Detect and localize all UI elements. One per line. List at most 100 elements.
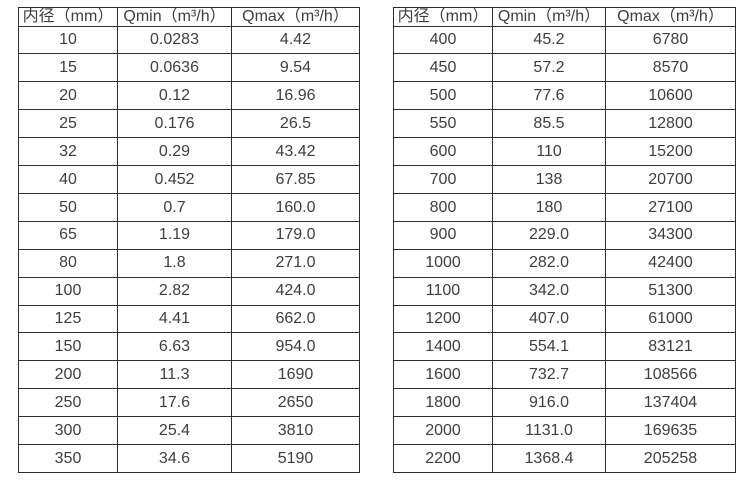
cell-qmin: 0.176 <box>117 109 232 139</box>
cell-inner-diameter: 1600 <box>393 360 493 390</box>
cell-qmin: 11.3 <box>117 360 232 390</box>
table-row: 2000 1131.0 169635 <box>393 416 736 445</box>
header-row: 内径（mm） Qmin（m³/h） Qmax（m³/h） <box>18 7 360 27</box>
table-row: 300 25.4 3810 <box>18 416 360 445</box>
cell-qmax: 9.54 <box>231 53 360 83</box>
table-row: 1200 407.0 61000 <box>393 304 736 334</box>
cell-qmax: 205258 <box>605 443 736 474</box>
cell-inner-diameter: 15 <box>18 53 118 83</box>
table-row: 1000 282.0 42400 <box>393 248 736 278</box>
table-row: 1400 554.1 83121 <box>393 332 736 362</box>
cell-inner-diameter: 2000 <box>393 416 493 445</box>
cell-qmin: 4.41 <box>117 304 232 334</box>
col-header-inner-diameter: 内径（mm） <box>393 7 493 27</box>
cell-qmin: 282.0 <box>492 248 606 278</box>
cell-inner-diameter: 65 <box>18 220 118 250</box>
cell-inner-diameter: 125 <box>18 304 118 334</box>
cell-inner-diameter: 250 <box>18 388 118 418</box>
cell-qmin: 229.0 <box>492 220 606 250</box>
cell-qmin: 407.0 <box>492 304 606 334</box>
table-row: 15 0.0636 9.54 <box>18 53 360 83</box>
cell-qmax: 51300 <box>605 276 736 306</box>
cell-qmax: 67.85 <box>231 165 360 194</box>
cell-qmax: 4.42 <box>231 25 360 55</box>
cell-inner-diameter: 400 <box>393 25 493 55</box>
table-row: 40 0.452 67.85 <box>18 165 360 194</box>
cell-qmin: 0.452 <box>117 165 232 194</box>
cell-qmax: 15200 <box>605 137 736 167</box>
cell-inner-diameter: 10 <box>18 25 118 55</box>
cell-qmax: 160.0 <box>231 192 360 222</box>
cell-inner-diameter: 40 <box>18 165 118 194</box>
table-row: 1800 916.0 137404 <box>393 388 736 418</box>
cell-qmin: 732.7 <box>492 360 606 390</box>
cell-qmax: 179.0 <box>231 220 360 250</box>
cell-qmax: 108566 <box>605 360 736 390</box>
cell-qmin: 77.6 <box>492 81 606 111</box>
cell-inner-diameter: 25 <box>18 109 118 139</box>
cell-qmax: 271.0 <box>231 248 360 278</box>
table-row: 250 17.6 2650 <box>18 388 360 418</box>
cell-qmin: 2.82 <box>117 276 232 306</box>
table-row: 500 77.6 10600 <box>393 81 736 111</box>
cell-qmin: 110 <box>492 137 606 167</box>
table-row: 20 0.12 16.96 <box>18 81 360 111</box>
cell-qmin: 0.29 <box>117 137 232 167</box>
cell-qmax: 954.0 <box>231 332 360 362</box>
cell-inner-diameter: 2200 <box>393 443 493 474</box>
table-row: 80 1.8 271.0 <box>18 248 360 278</box>
cell-qmin: 1.19 <box>117 220 232 250</box>
cell-qmax: 1690 <box>231 360 360 390</box>
cell-inner-diameter: 50 <box>18 192 118 222</box>
cell-inner-diameter: 300 <box>18 416 118 445</box>
table-row: 100 2.82 424.0 <box>18 276 360 306</box>
cell-qmax: 26.5 <box>231 109 360 139</box>
cell-qmax: 10600 <box>605 81 736 111</box>
cell-qmax: 5190 <box>231 443 360 474</box>
cell-qmax: 137404 <box>605 388 736 418</box>
cell-qmin: 180 <box>492 192 606 222</box>
cell-qmin: 916.0 <box>492 388 606 418</box>
cell-inner-diameter: 600 <box>393 137 493 167</box>
table-body: 400 45.2 6780 450 57.2 8570 500 77.6 10600 550 85.… <box>393 25 736 474</box>
table-row: 150 6.63 954.0 <box>18 332 360 362</box>
table-row: 32 0.29 43.42 <box>18 137 360 167</box>
cell-qmax: 169635 <box>605 416 736 445</box>
cell-qmin: 554.1 <box>492 332 606 362</box>
cell-qmax: 43.42 <box>231 137 360 167</box>
col-header-qmin: Qmin（m³/h） <box>117 7 232 27</box>
col-header-inner-diameter: 内径（mm） <box>18 7 118 27</box>
cell-inner-diameter: 700 <box>393 165 493 194</box>
cell-qmin: 1368.4 <box>492 443 606 474</box>
cell-inner-diameter: 150 <box>18 332 118 362</box>
cell-inner-diameter: 1400 <box>393 332 493 362</box>
table-row: 65 1.19 179.0 <box>18 220 360 250</box>
cell-qmax: 34300 <box>605 220 736 250</box>
cell-qmax: 3810 <box>231 416 360 445</box>
cell-qmin: 1131.0 <box>492 416 606 445</box>
cell-inner-diameter: 1200 <box>393 304 493 334</box>
cell-qmax: 20700 <box>605 165 736 194</box>
cell-inner-diameter: 500 <box>393 81 493 111</box>
cell-inner-diameter: 32 <box>18 137 118 167</box>
table-row: 1100 342.0 51300 <box>393 276 736 306</box>
cell-qmin: 342.0 <box>492 276 606 306</box>
cell-inner-diameter: 350 <box>18 443 118 474</box>
cell-inner-diameter: 450 <box>393 53 493 83</box>
cell-qmax: 424.0 <box>231 276 360 306</box>
cell-qmax: 61000 <box>605 304 736 334</box>
table-row: 800 180 27100 <box>393 192 736 222</box>
table-row: 125 4.41 662.0 <box>18 304 360 334</box>
col-header-qmax: Qmax（m³/h） <box>605 7 736 27</box>
header-row: 内径（mm） Qmin（m³/h） Qmax（m³/h） <box>393 7 736 27</box>
col-header-qmin: Qmin（m³/h） <box>492 7 606 27</box>
cell-qmax: 27100 <box>605 192 736 222</box>
table-row: 2200 1368.4 205258 <box>393 443 736 474</box>
cell-qmin: 0.0283 <box>117 25 232 55</box>
cell-qmax: 83121 <box>605 332 736 362</box>
cell-qmax: 42400 <box>605 248 736 278</box>
cell-inner-diameter: 900 <box>393 220 493 250</box>
cell-qmin: 0.12 <box>117 81 232 111</box>
table-row: 700 138 20700 <box>393 165 736 194</box>
